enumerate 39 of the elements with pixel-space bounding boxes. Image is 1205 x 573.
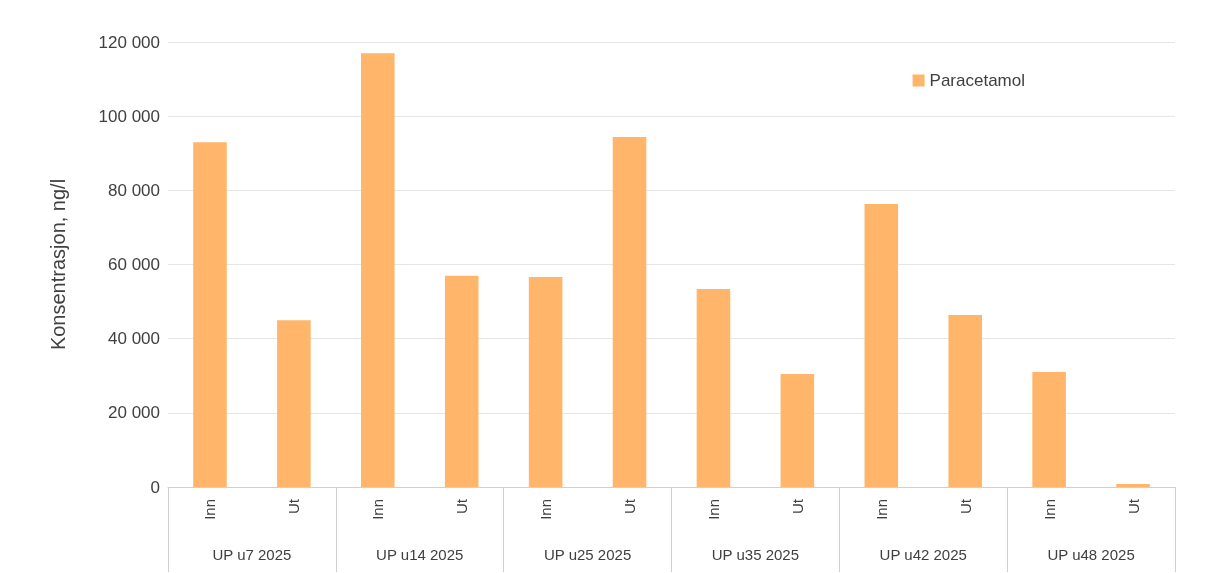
text: UP u48 2025 — [1047, 546, 1135, 563]
legend-label: Paracetamol — [929, 71, 1025, 90]
bar — [864, 204, 899, 487]
y-axis-title: Konsentrasjon, ng/l — [47, 178, 69, 351]
y-tick-label: 80 000 — [108, 180, 160, 200]
y-tick-label: 100 000 — [98, 106, 160, 126]
x-tick-label: Ut — [956, 498, 974, 514]
text: UP u25 2025 — [543, 546, 632, 563]
y-tick-label: 0 — [150, 477, 160, 497]
x-tick-label: Ut — [788, 498, 806, 514]
x-tick-label: Ut — [453, 498, 471, 514]
y-tick-label: 20 000 — [108, 403, 160, 423]
bar — [193, 142, 227, 487]
bar — [696, 288, 731, 487]
x-tick-label: Ut — [1124, 498, 1142, 514]
text: UP u42 2025 — [879, 546, 967, 563]
text: UP u14 2025 — [376, 546, 464, 563]
bar — [361, 53, 395, 487]
bar — [612, 136, 647, 487]
x-tick-label: Ut — [285, 498, 303, 514]
text: UP u35 2025 — [711, 546, 800, 563]
y-tick-label: 120 000 — [98, 32, 160, 52]
x-tick-label: Ut — [621, 498, 639, 514]
x-tick-label: Inn — [704, 499, 722, 520]
x-tick-label: Inn — [537, 499, 555, 520]
y-tick-label: 40 000 — [108, 329, 160, 349]
y-tick-label: 60 000 — [108, 255, 160, 274]
x-tick-label: Inn — [872, 499, 890, 520]
x-tick-label: Inn — [1040, 499, 1058, 520]
bar — [948, 314, 982, 487]
bar — [444, 275, 479, 487]
text: UP u7 2025 — [212, 546, 292, 563]
x-tick-label: Inn — [369, 499, 387, 520]
bar — [1116, 484, 1150, 487]
bar — [780, 373, 815, 487]
bar — [1032, 372, 1066, 487]
x-tick-label: Inn — [201, 499, 219, 520]
bar — [277, 320, 311, 487]
bar — [528, 277, 563, 487]
